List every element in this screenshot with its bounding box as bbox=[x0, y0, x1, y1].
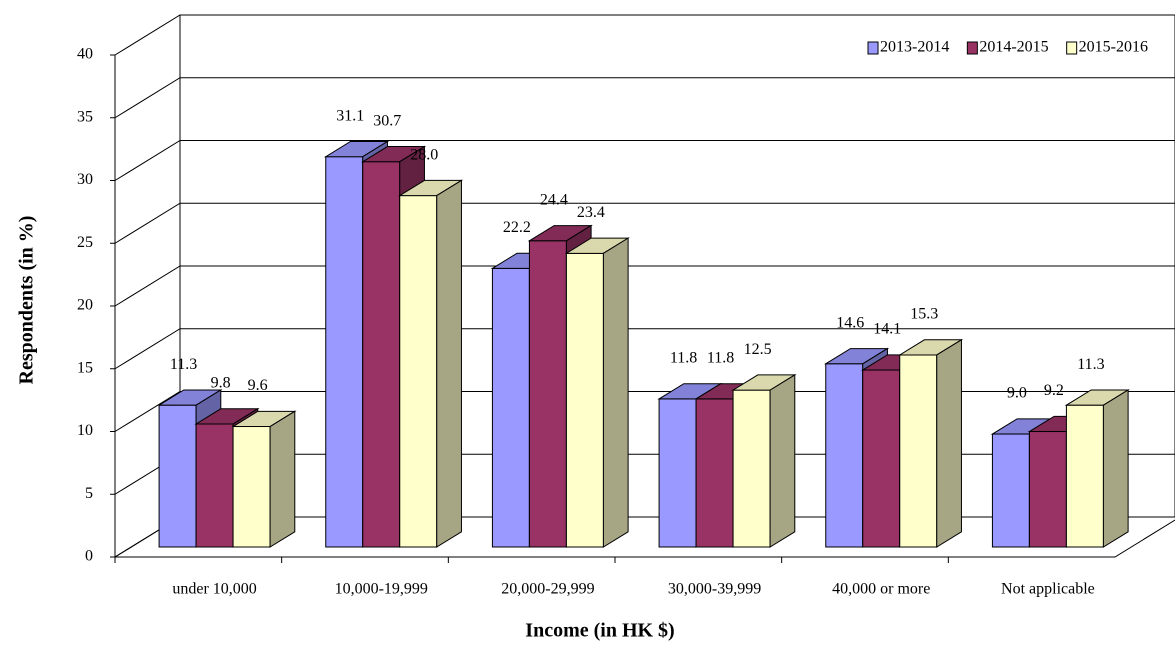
bar bbox=[565, 252, 604, 548]
bar bbox=[825, 363, 864, 548]
legend-swatch bbox=[867, 41, 879, 55]
y-tick-label: 30 bbox=[77, 171, 93, 188]
x-tick-label: Not applicable bbox=[1001, 581, 1095, 598]
value-label: 14.6 bbox=[836, 314, 864, 331]
bar bbox=[991, 433, 1030, 548]
grid-line bbox=[114, 140, 1175, 181]
legend-label: 2015-2016 bbox=[1079, 39, 1148, 56]
value-label: 11.3 bbox=[170, 356, 197, 373]
bar-side bbox=[1102, 389, 1129, 548]
y-tick-label: 25 bbox=[77, 234, 93, 251]
bar bbox=[399, 195, 438, 548]
bar-side bbox=[936, 338, 962, 548]
bar bbox=[1065, 404, 1104, 548]
grid-line bbox=[114, 14, 1175, 56]
bar bbox=[658, 398, 697, 548]
bar bbox=[195, 423, 234, 548]
x-tick-label: 40,000 or more bbox=[832, 581, 930, 598]
value-label: 22.2 bbox=[503, 219, 531, 236]
y-tick-label: 5 bbox=[85, 485, 93, 502]
y-tick-label: 35 bbox=[77, 108, 93, 125]
x-axis-title: Income (in HK $) bbox=[525, 620, 674, 642]
legend-label: 2013-2014 bbox=[880, 39, 949, 56]
value-label: 11.8 bbox=[670, 350, 697, 367]
legend-swatch bbox=[1066, 41, 1078, 55]
y-tick-label: 40 bbox=[77, 46, 93, 63]
value-label: 23.4 bbox=[577, 204, 605, 221]
value-label: 14.1 bbox=[873, 321, 901, 338]
y-tick-label: 20 bbox=[77, 297, 93, 314]
value-label: 9.0 bbox=[1007, 385, 1027, 402]
x-tick-label: under 10,000 bbox=[172, 581, 256, 598]
value-label: 15.3 bbox=[910, 306, 938, 323]
x-tick-label: 30,000-39,999 bbox=[668, 581, 761, 598]
x-tick-label: 20,000-29,999 bbox=[501, 581, 594, 598]
bar-side bbox=[436, 179, 462, 548]
y-tick-label: 10 bbox=[77, 422, 93, 439]
legend-swatch bbox=[966, 41, 978, 55]
grid-line bbox=[114, 328, 1175, 370]
value-label: 31.1 bbox=[336, 107, 364, 124]
x-tick-label: 10,000-19,999 bbox=[335, 581, 428, 598]
legend-label: 2014-2015 bbox=[979, 39, 1048, 56]
bar bbox=[158, 404, 197, 548]
value-label: 24.4 bbox=[540, 191, 568, 208]
bar bbox=[362, 161, 401, 548]
grid-line bbox=[114, 77, 1175, 119]
value-label: 9.2 bbox=[1044, 382, 1064, 399]
bar bbox=[491, 267, 530, 548]
bar bbox=[1028, 431, 1067, 548]
bar-side bbox=[769, 374, 796, 548]
bar-side bbox=[602, 237, 629, 548]
value-label: 11.3 bbox=[1077, 356, 1104, 373]
bar bbox=[528, 240, 567, 548]
value-label: 9.8 bbox=[211, 375, 231, 392]
bar bbox=[325, 156, 364, 548]
bar bbox=[862, 369, 901, 548]
bar-side bbox=[269, 410, 296, 548]
bar bbox=[232, 426, 271, 548]
value-label: 9.6 bbox=[248, 377, 268, 394]
bar bbox=[732, 389, 771, 548]
value-label: 30.7 bbox=[373, 112, 401, 129]
grid-line bbox=[114, 202, 1175, 244]
bar bbox=[695, 398, 734, 548]
y-tick-label: 0 bbox=[85, 548, 93, 565]
value-label: 11.8 bbox=[707, 350, 734, 367]
y-tick-label: 15 bbox=[77, 359, 93, 376]
y-axis-title: Respondents (in %) bbox=[16, 216, 38, 385]
value-label: 28.0 bbox=[410, 146, 438, 163]
value-label: 12.5 bbox=[744, 341, 772, 358]
grid-line bbox=[114, 265, 1175, 307]
bar bbox=[899, 354, 938, 548]
